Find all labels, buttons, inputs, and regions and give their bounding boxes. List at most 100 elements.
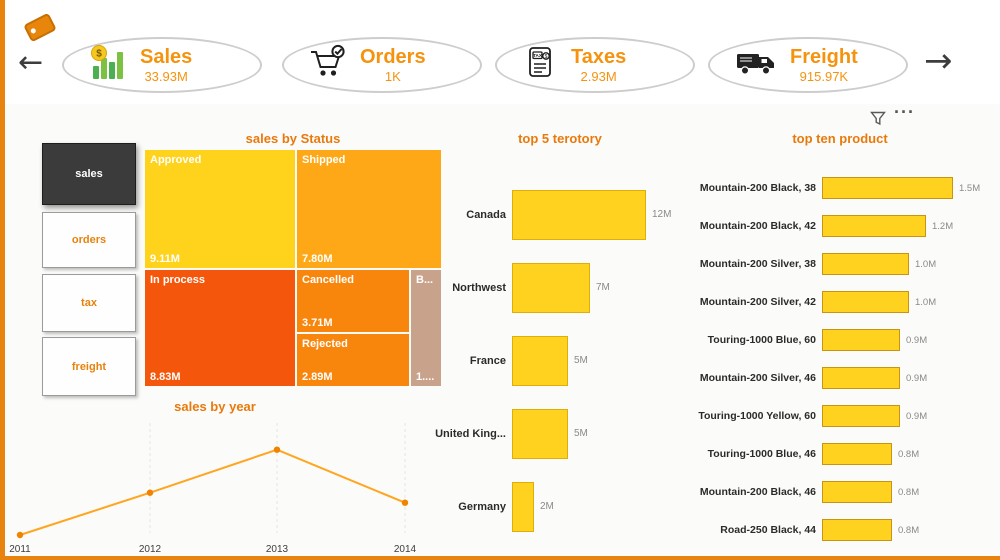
treemap-block-shipped[interactable]: Shipped 7.80M [297, 150, 441, 268]
kpi-card-freight[interactable]: Freight 915.97K [708, 37, 908, 93]
treemap-value: 8.83M [150, 371, 181, 383]
treemap-block-approved[interactable]: Approved 9.11M [145, 150, 295, 268]
territory-bar[interactable] [512, 481, 534, 532]
category-label: Mountain-200 Silver, 38 [699, 258, 816, 270]
price-tag-logo-icon [22, 11, 58, 43]
treemap-value: 3.71M [302, 317, 333, 329]
value-label: 1.0M [915, 296, 937, 308]
kpi-label: Freight [790, 45, 858, 68]
treemap-block-rejected[interactable]: Rejected 2.89M [297, 334, 409, 386]
value-label: 0.8M [898, 448, 920, 460]
sidebar-item-freight[interactable]: freight [42, 337, 136, 396]
value-label: 0.8M [898, 486, 920, 498]
sidebar-item-tax[interactable]: tax [42, 274, 136, 332]
sales-by-status-treemap: Approved 9.11M Shipped 7.80M In process … [145, 150, 441, 386]
category-label: Road-250 Black, 44 [720, 524, 816, 536]
kpi-label: Sales [140, 45, 193, 68]
value-label: 2M [540, 501, 554, 512]
more-options-button[interactable]: ··· [894, 102, 915, 122]
territory-bar[interactable] [512, 408, 568, 459]
kpi-card-taxes[interactable]: TAX $ Taxes 2.93M [495, 37, 695, 93]
top-ten-product-chart: Mountain-200 Black, 38 1.5M Mountain-200… [698, 169, 993, 549]
territory-bar[interactable] [512, 335, 568, 386]
treemap-block-b[interactable]: B... 1.... [411, 270, 441, 386]
kpi-card-sales[interactable]: $ Sales 33.93M [62, 37, 262, 93]
value-label: 0.8M [898, 524, 920, 536]
axis-tick-label: 2014 [393, 544, 417, 555]
bottom-accent-strip [0, 556, 1000, 560]
value-label: 1.0M [915, 258, 937, 270]
product-bar[interactable] [822, 405, 900, 427]
category-label: Mountain-200 Black, 38 [699, 182, 816, 194]
axis-tick-label: 2013 [265, 544, 289, 555]
year-chart-title: sales by year [174, 399, 256, 414]
sidebar-item-sales[interactable]: sales [42, 143, 136, 205]
value-label: 12M [652, 209, 672, 220]
tax-document-icon: TAX $ [521, 44, 559, 87]
shopping-cart-icon [308, 43, 348, 88]
category-label: Touring-1000 Blue, 46 [707, 448, 816, 460]
product-row: Touring-1000 Blue, 46 0.8M [698, 435, 993, 473]
axis-tick-label: 2011 [9, 544, 31, 555]
product-bar[interactable] [822, 443, 892, 465]
value-label: 0.9M [906, 372, 928, 384]
category-label: Touring-1000 Yellow, 60 [698, 410, 816, 422]
kpi-value: 1K [384, 68, 401, 84]
treemap-block-cancelled[interactable]: Cancelled 3.71M [297, 270, 409, 332]
product-bar[interactable] [822, 481, 892, 503]
value-label: 1.2M [932, 220, 954, 232]
territory-row: United King... 5M [420, 397, 695, 470]
tag-shape [23, 12, 57, 43]
product-bar[interactable] [822, 329, 900, 351]
product-bar[interactable] [822, 367, 900, 389]
treemap-label: Approved [150, 154, 202, 166]
treemap-label: Rejected [302, 338, 348, 350]
kpi-label: Orders [360, 45, 426, 68]
territory-row: Germany 2M [420, 470, 695, 543]
category-label: Northwest [452, 281, 506, 294]
treemap-value: 9.11M [150, 253, 180, 265]
product-bar[interactable] [822, 215, 926, 237]
product-row: Mountain-200 Silver, 38 1.0M [698, 245, 993, 283]
category-label: United King... [435, 427, 506, 440]
product-bar[interactable] [822, 177, 953, 199]
top5-territory-chart: Canada 12M Northwest 7M France 5M United… [420, 178, 695, 543]
nav-back-arrow[interactable]: ← [18, 45, 44, 80]
sales-by-year-plot[interactable] [0, 415, 450, 545]
treemap-label: B... [416, 274, 434, 286]
left-accent-strip [0, 0, 5, 560]
delivery-truck-icon [734, 43, 778, 88]
category-label: Mountain-200 Black, 42 [699, 220, 816, 232]
category-label: Canada [466, 208, 506, 221]
filter-icon[interactable] [870, 111, 886, 131]
kpi-value: 33.93M [144, 68, 188, 84]
category-label: Mountain-200 Black, 46 [699, 486, 816, 498]
product-row: Touring-1000 Blue, 60 0.9M [698, 321, 993, 359]
kpi-card-orders[interactable]: Orders 1K [282, 37, 482, 93]
kpi-value: 915.97K [799, 68, 849, 84]
value-label: 7M [596, 282, 610, 293]
territory-bar[interactable] [512, 262, 590, 313]
product-row: Road-250 Black, 44 0.8M [698, 511, 993, 549]
svg-text:TAX: TAX [533, 53, 543, 58]
product-row: Mountain-200 Black, 38 1.5M [698, 169, 993, 207]
sidebar-item-orders[interactable]: orders [42, 212, 136, 268]
product-bar[interactable] [822, 291, 909, 313]
nav-forward-arrow[interactable]: → [924, 41, 953, 81]
product-bar[interactable] [822, 253, 909, 275]
treemap-block-in-process[interactable]: In process 8.83M [145, 270, 295, 386]
treemap-label: Shipped [302, 154, 346, 166]
territory-row: Canada 12M [420, 178, 695, 251]
report-nav-buttons: sales orders tax freight [42, 143, 136, 398]
bar-chart-dollar-icon: $ [88, 43, 128, 88]
product-row: Mountain-200 Silver, 42 1.0M [698, 283, 993, 321]
product-bar[interactable] [822, 519, 892, 541]
treemap-value: 2.89M [302, 371, 333, 383]
value-label: 1.5M [959, 182, 981, 194]
svg-text:$: $ [96, 48, 102, 59]
territory-bar[interactable] [512, 189, 646, 240]
product-row: Mountain-200 Black, 46 0.8M [698, 473, 993, 511]
category-label: Mountain-200 Silver, 46 [699, 372, 816, 384]
territory-row: Northwest 7M [420, 251, 695, 324]
year-axis-labels: 2011 2012 2013 2014 [0, 544, 450, 557]
